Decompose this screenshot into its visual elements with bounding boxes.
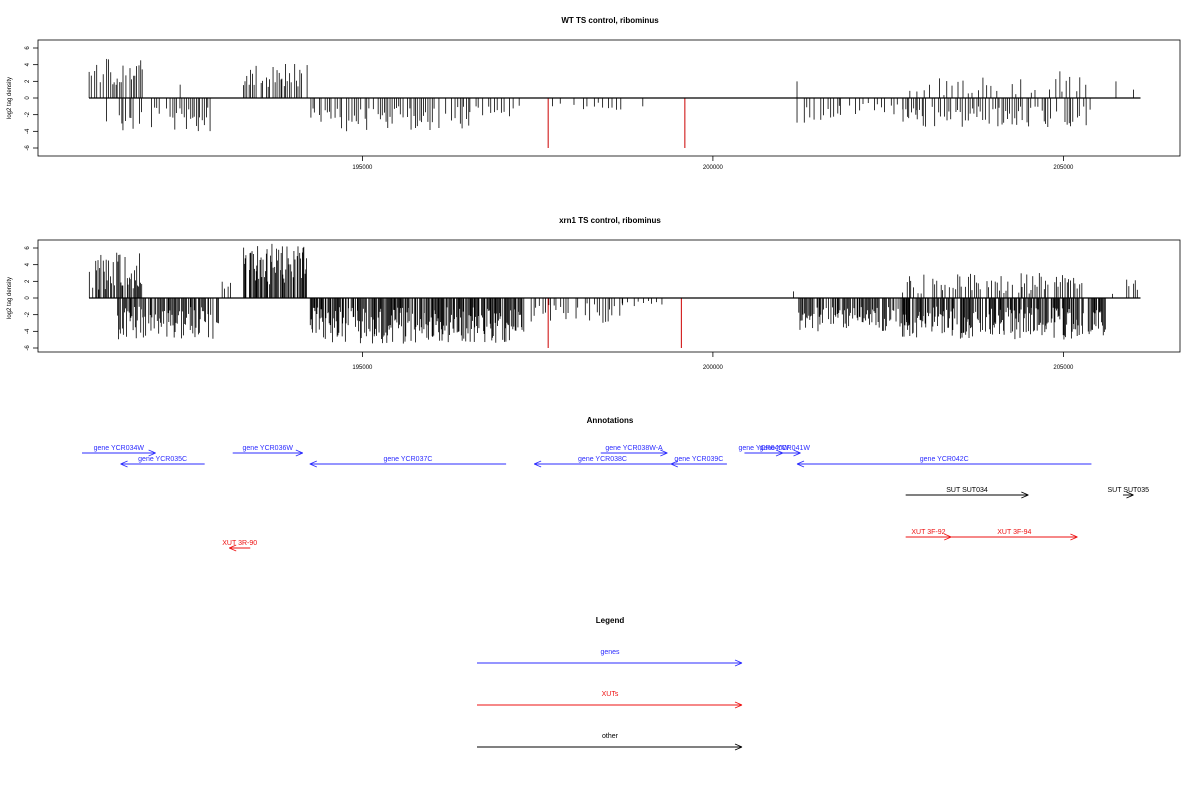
feature-arrow-head xyxy=(1126,491,1134,496)
xrn1-density-panel: xrn1 TS control, ribominus log2 tag dens… xyxy=(7,216,1181,371)
y-tick-label: -2 xyxy=(25,111,31,117)
feature-label: gene YCR036W xyxy=(243,445,294,452)
feature-label: SUT SUT034 xyxy=(946,487,988,494)
feature-label: gene YCR039C xyxy=(674,456,723,463)
legend-arrow-head xyxy=(734,704,743,709)
xrn1-y-axis-label: log2 tag density xyxy=(7,277,13,319)
wt-panel-title: WT TS control, ribominus xyxy=(561,16,659,25)
feature-arrow-head xyxy=(295,449,303,454)
feature-label: gene YCR034W xyxy=(94,445,145,452)
legend-arrow-head xyxy=(734,662,743,667)
feature-arrow-head xyxy=(793,452,801,457)
feature-arrow-head xyxy=(1021,494,1029,499)
wt-y-axis-label: log2 tag density xyxy=(7,77,13,119)
legend: Legend genes XUTs other xyxy=(477,616,743,751)
feature-label: XUT 3R-90 xyxy=(222,540,257,547)
legend-arrow-head xyxy=(734,659,743,664)
feature-arrow-head xyxy=(660,449,668,454)
feature-arrow-head xyxy=(1126,494,1134,499)
legend-arrow-head xyxy=(734,746,743,751)
y-tick-label: 4 xyxy=(25,62,31,66)
legend-arrow-head xyxy=(734,743,743,748)
y-tick-label: 0 xyxy=(25,96,31,100)
y-tick-label: -6 xyxy=(25,145,31,151)
x-tick-label: 205000 xyxy=(1053,165,1074,171)
feature-arrow-head xyxy=(229,544,237,549)
feature-arrow-head xyxy=(670,460,679,465)
feature-label: gene YCR041W xyxy=(760,445,811,452)
feature-arrow-head xyxy=(120,460,128,465)
x-tick-label: 195000 xyxy=(352,365,373,371)
x-tick-label: 195000 xyxy=(352,165,373,171)
feature-arrow-head xyxy=(793,449,801,454)
y-tick-label: 2 xyxy=(25,79,31,83)
y-tick-label: 6 xyxy=(25,246,31,250)
feature-arrow-head xyxy=(533,460,542,465)
feature-arrow-head xyxy=(1021,491,1029,496)
feature-arrow-head xyxy=(775,452,784,457)
feature-arrow-head xyxy=(796,460,805,465)
feature-label: gene YCR037C xyxy=(384,456,433,463)
xrn1-plot-area: -6 -4 -2 0 2 4 6 195000 200000 205000 xyxy=(25,243,1141,371)
feature-arrow-head xyxy=(148,452,156,457)
feature-arrow-head xyxy=(309,463,318,468)
feature-arrow-head xyxy=(148,449,156,454)
annotation-features: gene YCR034W gene YCR035C gene YCR036W gene… xyxy=(82,445,1149,552)
wt-density-panel: WT TS control, ribominus log2 tag densit… xyxy=(7,16,1181,171)
x-tick-label: 205000 xyxy=(1053,365,1074,371)
feature-label: gene YCR042C xyxy=(920,456,969,463)
xrn1-plot-frame xyxy=(37,239,1181,353)
feature-arrow-head xyxy=(229,547,237,552)
legend-label: other xyxy=(602,733,619,740)
y-tick-label: -4 xyxy=(25,328,31,334)
feature-arrow-head xyxy=(1070,533,1078,538)
feature-label: SUT SUT035 xyxy=(1107,487,1149,494)
xrn1-panel-title: xrn1 TS control, ribominus xyxy=(559,216,661,225)
y-tick-label: -4 xyxy=(25,128,31,134)
y-tick-label: 4 xyxy=(25,262,31,266)
feature-label: XUT 3F-92 xyxy=(911,529,945,536)
feature-label: XUT 3F-94 xyxy=(997,529,1031,536)
legend-title: Legend xyxy=(596,616,625,625)
y-tick-label: 0 xyxy=(25,296,31,300)
y-tick-label: -6 xyxy=(25,345,31,351)
y-tick-label: -2 xyxy=(25,311,31,317)
x-tick-label: 200000 xyxy=(703,165,724,171)
feature-arrow-head xyxy=(1070,536,1078,541)
legend-label: genes xyxy=(600,649,620,656)
feature-arrow-head xyxy=(533,463,542,468)
feature-arrow-head xyxy=(944,536,952,541)
legend-label: XUTs xyxy=(602,691,619,698)
y-tick-label: 2 xyxy=(25,279,31,283)
feature-arrow-head xyxy=(775,449,784,454)
feature-arrow-head xyxy=(660,452,668,457)
feature-arrow-head xyxy=(796,463,805,468)
feature-label: gene YCR035C xyxy=(138,456,187,463)
feature-arrow-head xyxy=(944,533,952,538)
feature-arrow-head xyxy=(670,463,679,468)
legend-arrow-head xyxy=(734,701,743,706)
feature-arrow-head xyxy=(120,463,128,468)
feature-arrow-head xyxy=(309,460,318,465)
feature-label: gene YCR040W xyxy=(738,445,789,452)
y-tick-label: 6 xyxy=(25,46,31,50)
annotations-title: Annotations xyxy=(587,416,634,425)
feature-arrow-head xyxy=(295,452,303,457)
legend-items: genes XUTs other xyxy=(477,649,743,751)
feature-label: gene YCR038W-A xyxy=(605,445,663,452)
wt-plot-area: -6 -4 -2 0 2 4 6 195000 200000 205000 xyxy=(25,46,1141,171)
x-tick-label: 200000 xyxy=(703,365,724,371)
feature-label: gene YCR038C xyxy=(578,456,627,463)
